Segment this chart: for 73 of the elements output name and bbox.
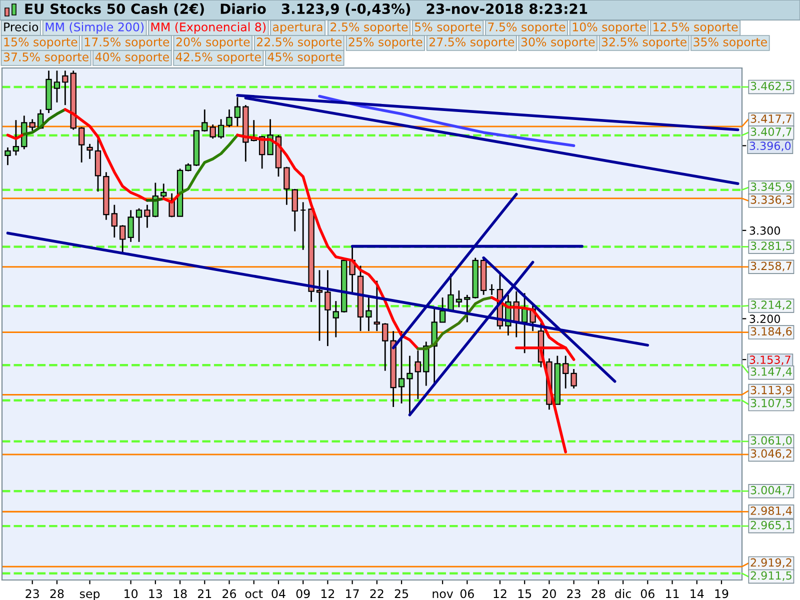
x-tick-label: 09 [296,589,310,598]
text: 30% soporte [521,37,595,49]
x-tick-label: nov [432,591,454,598]
text: 20% soporte [176,37,250,49]
ref-line-label: 2.911,5 [750,571,792,581]
legend-label: Precio [4,22,38,32]
x-tick-label: 21 [198,589,212,598]
x-tick-label: 22 [370,589,384,598]
text: 42.5% soporte [176,52,261,64]
y-tick-label: 3.153,7 [750,356,790,366]
ref-line-label: 3.417,7 [750,114,792,124]
ref-line-label: 3.407,7 [750,128,792,138]
x-tick-label: 28 [50,589,64,598]
ref-line-label: 2.965,1 [750,520,792,530]
text: 22.5% soporte [256,37,342,49]
text: MM (Exponencial 8) [151,22,266,34]
ref-line-label: 3.214,2 [750,300,792,310]
x-tick-label: 19 [715,589,728,598]
x-tick-label: 06 [460,589,474,598]
ref-line-label: 3.113,9 [750,386,792,396]
x-tick-label: 12 [494,589,506,598]
text: 32.5% soporte [602,37,686,49]
text: 25% soporte [348,37,422,49]
text: MM (Simple 200) [46,22,144,34]
ref-line-label: 3.107,5 [750,398,792,408]
x-tick-label: 23 [567,589,580,598]
x-tick-label: 13 [149,589,162,598]
x-tick-label: 12 [321,589,334,598]
chart-title: EU Stocks 50 Cash (2€) Diario 3.123,9 (-0,43%) 23-nov-2018 8:23:21 [25,3,588,16]
text: 27.5% soporte [429,37,514,49]
text: 40% soporte [95,52,169,64]
ref-line-label: 3.046,2 [750,449,792,459]
x-tick-label: 14 [690,589,704,598]
ref-line-label: 2.981,4 [750,506,792,516]
text: 2.5% soporte [330,22,408,34]
x-tick-label: 28 [592,589,606,598]
x-tick-label: 17 [346,589,359,598]
x-tick-label: 10 [124,589,138,598]
ref-line-label: 3.281,5 [750,242,792,252]
x-tick-label: oct [245,590,263,598]
y-tick-label: 3.396,0 [750,142,791,152]
ref-line-label: 3.061,0 [750,436,792,446]
ref-line-label: 2.919,2 [750,558,792,568]
text: 45% soporte [268,52,342,64]
ref-line-label: 3.147,4 [750,367,792,377]
ref-line-label: 3.462,5 [750,82,792,92]
text: 10% soporte [572,22,646,34]
text: 15% soporte [4,37,78,49]
y-tick-label: 3.300 [750,226,780,235]
ref-line-label: 3.184,6 [750,327,792,337]
ref-line-label: 3.004,7 [750,486,792,496]
x-tick-label: 18 [174,589,187,598]
y-tick-label: 3.200 [750,314,780,324]
x-tick-label: 04 [272,589,286,598]
text: 12.5% soporte [654,22,738,34]
text: 37.5% soporte [4,52,88,64]
x-tick-label: sep [80,591,100,600]
x-tick-label: 26 [222,589,236,598]
ref-line-label: 3.336,3 [750,195,792,206]
x-tick-label: 15 [518,589,532,598]
x-tick-label: 06 [640,589,654,598]
ref-line-label: 3.345,9 [750,182,792,192]
x-tick-label: 23 [26,589,39,598]
text: 35% soporte [694,37,767,49]
x-tick-label: 11 [666,589,679,598]
x-tick-label: 20 [542,589,556,598]
text: 17.5% soporte [84,37,170,49]
x-tick-label: 25 [394,589,408,598]
text: 5% soporte [415,22,481,34]
ref-line-label: 3.258,7 [750,262,792,272]
text: apertura [272,22,322,34]
text: 7.5% soporte [488,22,566,34]
x-tick-label: dic [615,589,631,598]
